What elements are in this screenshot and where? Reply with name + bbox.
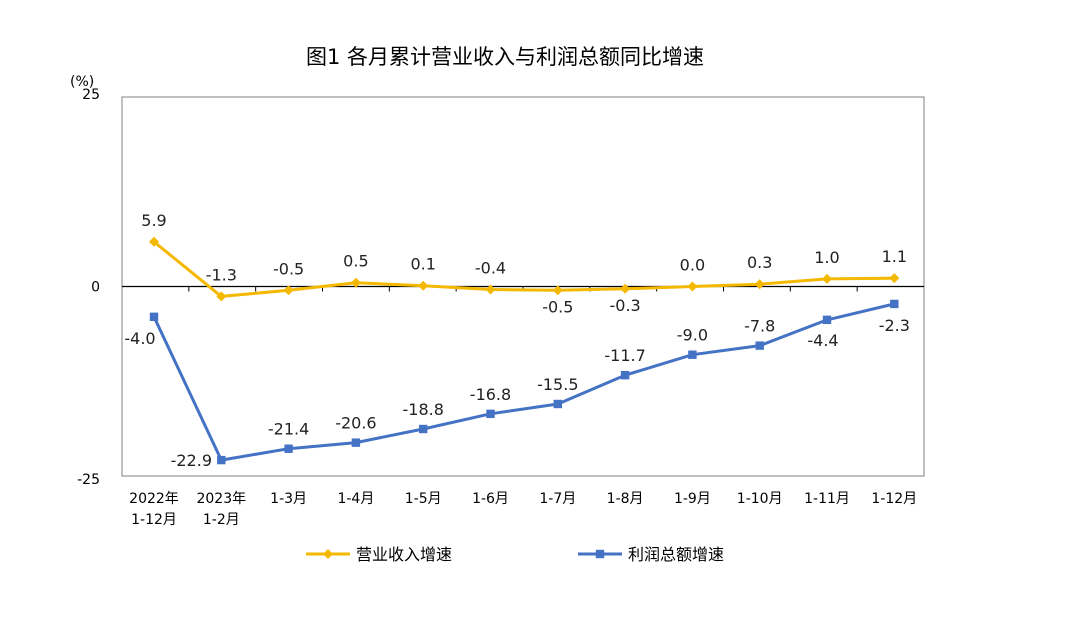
data-label: -0.5: [542, 297, 573, 316]
data-label: -21.4: [268, 420, 309, 439]
data-point-marker: [889, 273, 900, 284]
data-label: -0.5: [273, 259, 304, 278]
x-tick-label: 1-6月: [472, 491, 509, 507]
x-tick-label: 1-2月: [203, 512, 240, 528]
data-label: -11.7: [604, 346, 645, 365]
x-tick-label: 1-7月: [539, 491, 576, 507]
data-label: -2.3: [879, 316, 910, 335]
data-point-marker: [418, 280, 429, 291]
data-label: -18.8: [402, 400, 443, 419]
y-tick-label: 25: [82, 87, 100, 103]
data-label: -7.8: [744, 317, 775, 336]
chart-title: 图1 各月累计营业收入与利润总额同比增速: [306, 45, 704, 69]
x-tick-label: 1-9月: [674, 491, 711, 507]
data-label: -4.0: [124, 329, 155, 348]
data-label: 0.5: [343, 252, 368, 271]
data-point-marker: [755, 341, 764, 350]
data-label: -9.0: [677, 326, 708, 345]
data-label: -0.4: [475, 259, 506, 278]
data-label: -16.8: [470, 385, 511, 404]
data-point-marker: [687, 281, 698, 292]
data-label: -4.4: [807, 331, 838, 350]
data-point-marker: [822, 273, 832, 284]
data-point-marker: [485, 284, 496, 295]
data-point-marker: [216, 291, 227, 302]
data-label: 0.1: [410, 255, 435, 274]
data-label: -0.3: [609, 296, 640, 315]
data-point-marker: [351, 438, 361, 447]
data-point-marker: [553, 399, 562, 409]
data-point-marker: [688, 350, 697, 359]
data-point-marker: [149, 236, 159, 247]
data-label: -20.6: [335, 414, 376, 433]
data-label: 0.0: [680, 256, 705, 275]
legend-label: 营业收入增速: [356, 545, 452, 564]
x-tick-label: 1-10月: [737, 491, 783, 507]
data-point-marker: [620, 283, 631, 294]
data-point-marker: [419, 424, 428, 434]
data-point-marker: [217, 455, 226, 465]
data-label: 1.0: [814, 248, 839, 267]
data-point-marker: [284, 444, 293, 453]
y-axis-unit-label: (%): [70, 74, 94, 90]
x-tick-label: 1-12月: [871, 491, 917, 507]
x-tick-label: 2022年: [129, 491, 179, 507]
series-line-1: [153, 240, 895, 298]
data-point-marker: [486, 409, 495, 419]
data-point-marker: [552, 285, 563, 296]
data-point-marker: [350, 277, 361, 288]
x-tick-label: 1-8月: [607, 491, 644, 507]
data-point-marker: [822, 315, 832, 325]
legend-marker: [595, 549, 605, 559]
data-label: 1.1: [882, 247, 907, 266]
data-label: -1.3: [206, 265, 237, 284]
y-tick-label: -25: [77, 472, 100, 488]
data-label: 0.3: [747, 253, 772, 272]
data-label: 5.9: [141, 211, 166, 230]
x-tick-label: 1-3月: [270, 491, 307, 507]
x-tick-label: 1-11月: [804, 491, 850, 507]
legend-label: 利润总额增速: [628, 545, 724, 564]
series-line-2: [152, 302, 895, 462]
x-tick-label: 2023年: [196, 491, 246, 507]
y-tick-label: 0: [91, 280, 100, 296]
data-point-marker: [149, 312, 159, 322]
data-label: -15.5: [537, 375, 578, 394]
data-point-marker: [620, 370, 630, 380]
data-point-marker: [754, 279, 765, 290]
data-point-marker: [283, 285, 294, 296]
x-tick-label: 1-4月: [337, 491, 374, 507]
x-tick-label: 1-5月: [405, 491, 442, 507]
data-label: -22.9: [171, 451, 212, 470]
data-point-marker: [890, 299, 899, 309]
x-tick-label: 1-12月: [131, 512, 177, 528]
legend-marker: [323, 549, 333, 559]
